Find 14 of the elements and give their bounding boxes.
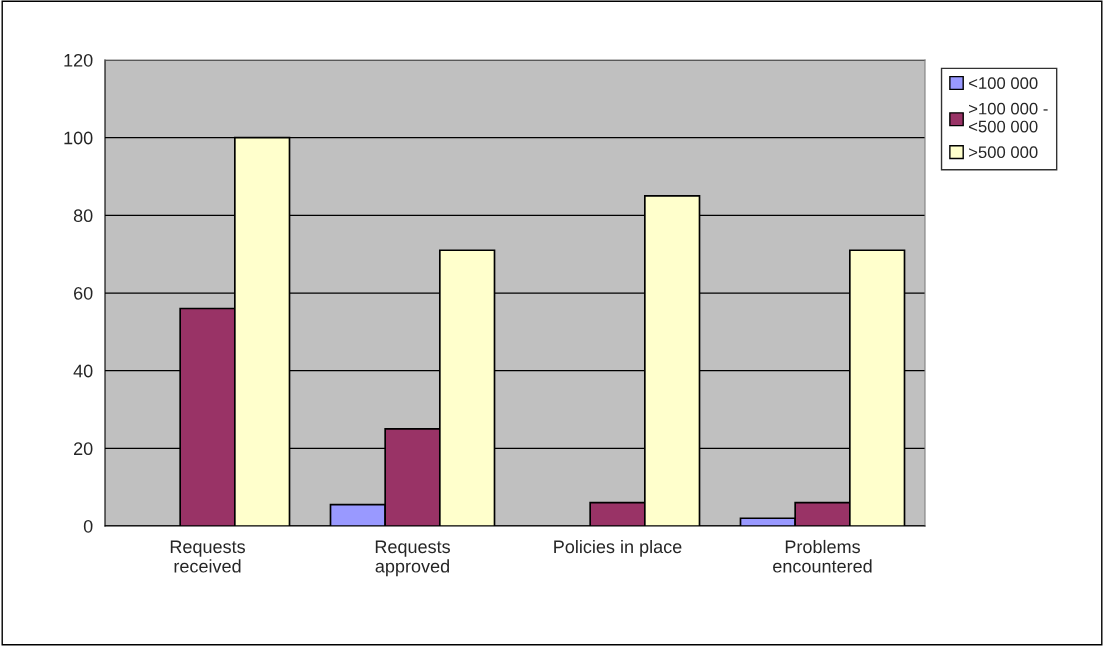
x-tick-label: Policies in place (554, 539, 682, 557)
y-tick-label: 0 (83, 519, 93, 533)
legend-label: <100 000 (969, 77, 1038, 89)
y-tick-label: 60 (74, 286, 93, 300)
y-tick-label: 80 (73, 209, 93, 223)
legend-label: >100 000 - <500 000 (969, 102, 1048, 133)
x-tick-label: Problems encountered (773, 539, 872, 573)
legend-label: >500 000 (969, 146, 1038, 159)
y-tick-label: 40 (73, 364, 93, 378)
y-tick-label: 100 (64, 131, 93, 145)
x-tick-label: Requests approved (375, 540, 450, 577)
y-tick-label: 20 (74, 442, 93, 456)
x-tick-label: Requests received (170, 540, 245, 573)
y-tick-label: 120 (64, 53, 93, 67)
